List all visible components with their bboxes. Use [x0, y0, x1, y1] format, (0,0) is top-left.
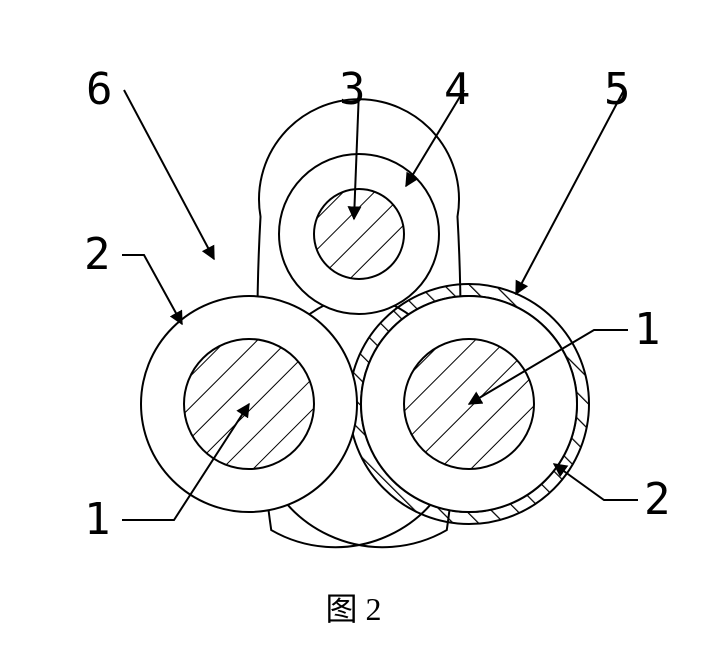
label-2r: 2 [644, 474, 671, 525]
label-1r: 1 [634, 304, 661, 355]
top-core [314, 189, 404, 279]
label-2: 2 [84, 229, 111, 280]
label-1l: 1 [84, 494, 111, 545]
label-3: 3 [339, 64, 366, 115]
label-4: 4 [444, 64, 471, 115]
label-6: 6 [86, 64, 113, 115]
label-5: 5 [604, 64, 631, 115]
figure-caption: 图 2 [0, 584, 707, 630]
leader-5 [516, 90, 624, 294]
cable-cross-section-diagram: 6 3 4 5 2 1 1 2 [24, 44, 684, 604]
leader-2 [122, 255, 182, 324]
leader-6 [124, 90, 214, 259]
